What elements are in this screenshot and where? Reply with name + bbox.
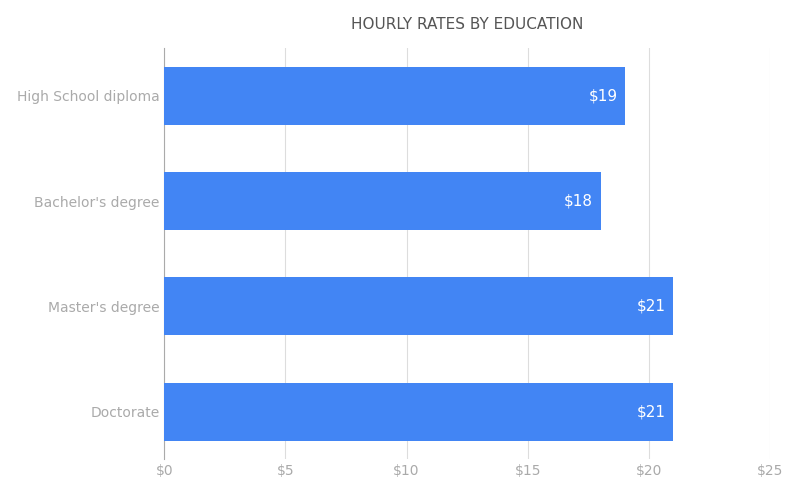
Bar	[164, 172, 601, 230]
Title: HOURLY RATES BY EDUCATION: HOURLY RATES BY EDUCATION	[351, 17, 583, 32]
Bar	[164, 383, 674, 441]
Text: $18: $18	[564, 194, 594, 208]
Text: $19: $19	[588, 88, 618, 103]
Text: $21: $21	[637, 404, 666, 419]
Bar	[164, 67, 625, 125]
Text: $21: $21	[637, 299, 666, 314]
Bar	[164, 278, 674, 336]
